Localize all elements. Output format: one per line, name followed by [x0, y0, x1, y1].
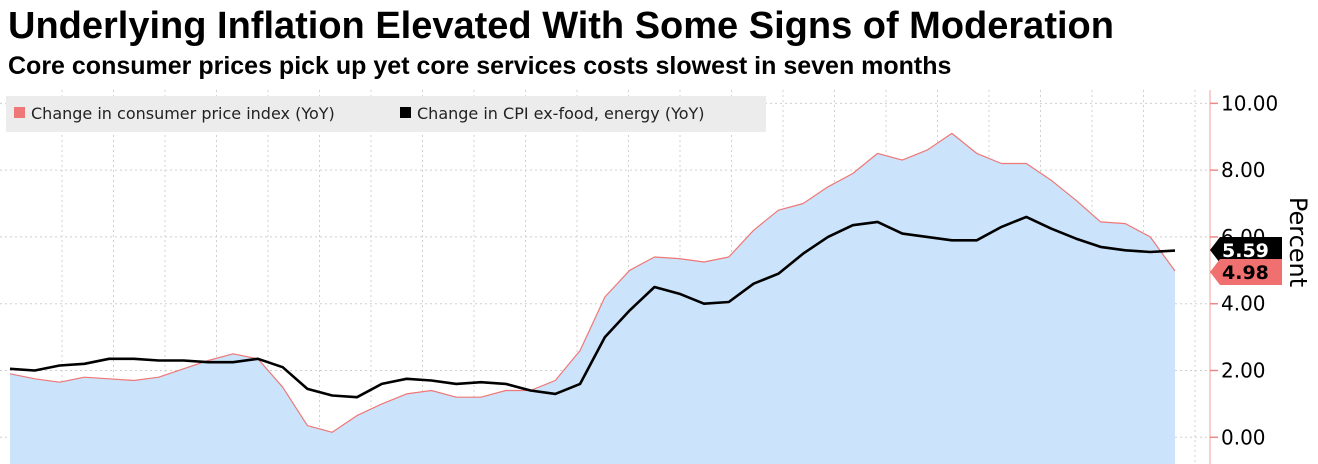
callout-box-core-cpi	[1210, 237, 1282, 263]
y-axis-label: Percent	[1284, 197, 1312, 287]
legend-swatch-cpi	[14, 107, 25, 118]
cpi-area	[10, 133, 1175, 464]
series-layer	[9, 132, 1176, 464]
y-tick-label: 2.00	[1221, 359, 1266, 383]
inflation-chart: 10.008.006.004.002.000.00 Change in cons…	[0, 90, 1318, 464]
callout-cpi: 4.98	[1210, 259, 1282, 285]
y-tick-label: 10.00	[1221, 91, 1278, 115]
callout-value-cpi: 4.98	[1222, 262, 1269, 284]
y-tick-label: 8.00	[1221, 158, 1266, 182]
legend: Change in consumer price index (YoY) Cha…	[6, 96, 766, 132]
legend-label-core-cpi: Change in CPI ex-food, energy (YoY)	[417, 104, 705, 123]
legend-swatch-core-cpi	[400, 107, 411, 118]
chart-title: Underlying Inflation Elevated With Some …	[8, 5, 1114, 47]
callout-core-cpi: 5.59	[1210, 237, 1282, 263]
callout-value-core-cpi: 5.59	[1222, 240, 1269, 262]
y-tick-label: 4.00	[1221, 292, 1266, 316]
callout-box-cpi	[1210, 259, 1282, 285]
legend-label-cpi: Change in consumer price index (YoY)	[31, 104, 335, 123]
chart-subtitle: Core consumer prices pick up yet core se…	[8, 52, 952, 80]
core-cpi-line	[9, 215, 1176, 399]
legend-background	[6, 96, 766, 132]
y-tick-label: 0.00	[1221, 425, 1266, 449]
